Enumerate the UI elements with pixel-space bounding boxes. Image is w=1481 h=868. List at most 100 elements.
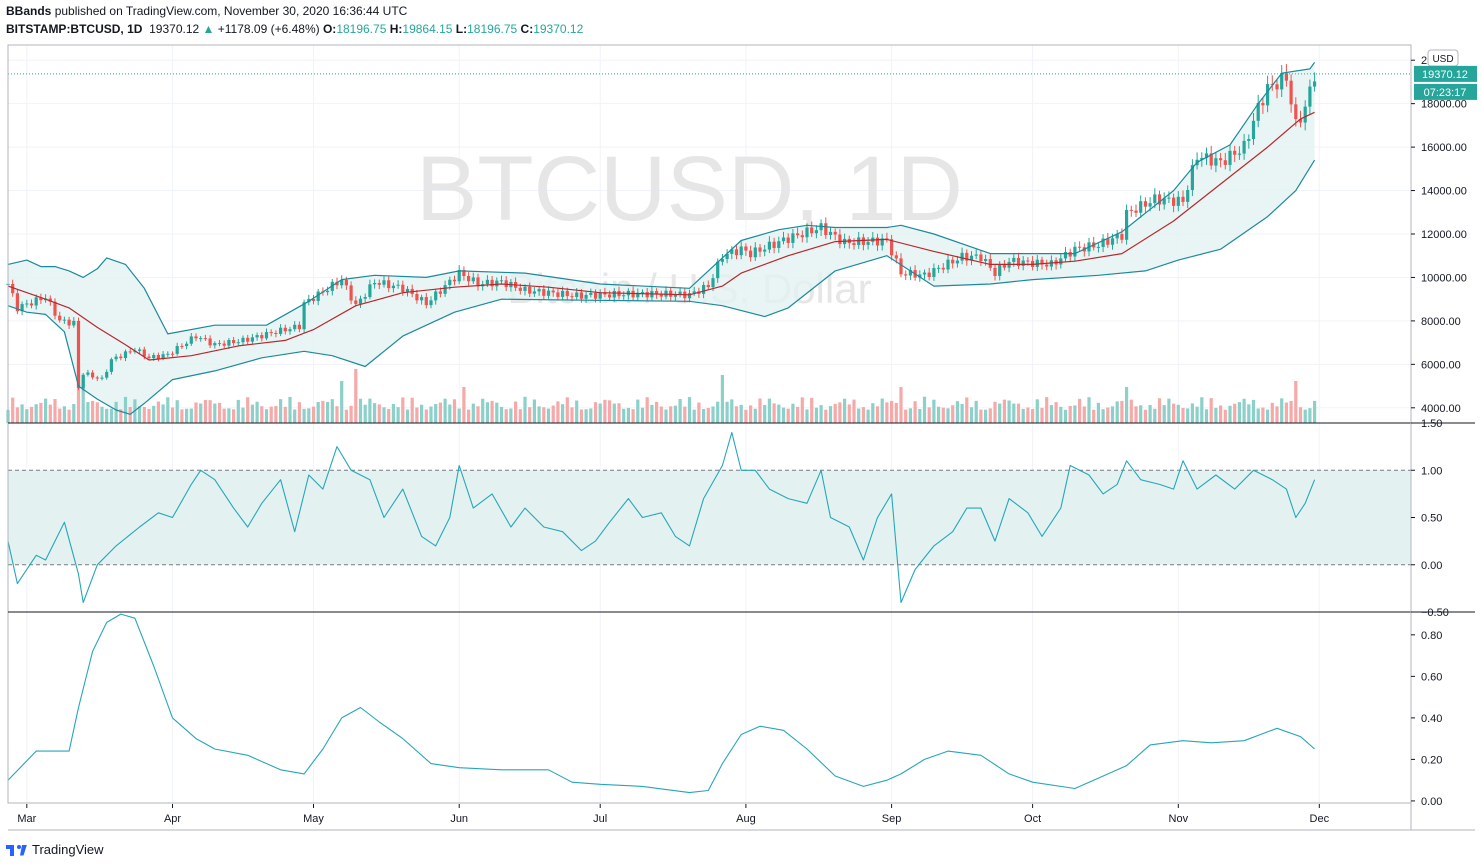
candle-body xyxy=(382,280,386,285)
volume-bar xyxy=(786,408,790,423)
low-value: 18196.75 xyxy=(467,22,518,36)
up-arrow-icon: ▲ xyxy=(202,22,215,36)
volume-bar xyxy=(86,402,90,423)
candle-body xyxy=(678,291,682,295)
open-label: O: xyxy=(322,22,337,36)
candle-body xyxy=(485,279,489,285)
volume-bar xyxy=(617,403,621,423)
volume-bar xyxy=(1176,404,1180,423)
volume-bar xyxy=(683,406,687,423)
volume-bar xyxy=(640,407,645,423)
volume-bar xyxy=(551,405,555,423)
volume-bar xyxy=(232,409,236,423)
candle-body xyxy=(443,285,447,294)
volume-bar xyxy=(899,387,903,423)
candle-body xyxy=(462,270,466,277)
candle-body xyxy=(899,258,903,275)
candle-body xyxy=(471,277,475,282)
volume-bar xyxy=(1031,409,1035,423)
volume-bar xyxy=(988,408,992,423)
candle-body xyxy=(114,356,118,360)
candle-body xyxy=(1153,194,1157,204)
candle-body xyxy=(166,353,170,355)
volume-bar xyxy=(1087,397,1091,423)
candle-body xyxy=(730,249,734,254)
candle-body xyxy=(1045,264,1049,267)
volume-bar xyxy=(598,403,602,423)
volume-bar xyxy=(800,397,804,423)
volume-bar xyxy=(791,403,795,423)
volume-bar xyxy=(763,404,767,423)
volume-bar xyxy=(1247,404,1251,423)
candle-body xyxy=(123,351,128,359)
volume-bar xyxy=(44,398,48,423)
candle-body xyxy=(579,292,583,299)
candle-body xyxy=(396,284,400,286)
candle-body xyxy=(311,298,316,301)
volume-bar xyxy=(546,408,551,423)
volume-bar xyxy=(1228,405,1232,423)
volume-bar xyxy=(626,407,630,423)
volume-bar xyxy=(105,408,109,423)
candle-body xyxy=(109,359,113,372)
candle-body xyxy=(796,233,800,236)
volume-bar xyxy=(716,401,720,423)
candle-body xyxy=(532,291,536,294)
bandwidth-axis-label: 0.80 xyxy=(1421,630,1442,642)
brand-name[interactable]: TradingView xyxy=(32,842,104,857)
volume-bar xyxy=(523,396,527,423)
candle-body xyxy=(1016,257,1021,266)
percent-b-band-fill xyxy=(8,470,1411,565)
volume-bar xyxy=(866,409,870,423)
volume-bar xyxy=(217,402,222,423)
high-label: H: xyxy=(389,22,403,36)
candle-body xyxy=(1275,84,1279,90)
volume-bar xyxy=(1012,403,1016,423)
candle-body xyxy=(504,280,508,288)
candle-body xyxy=(1247,139,1251,141)
candle-body xyxy=(255,335,259,338)
candle-body xyxy=(67,319,71,326)
volume-bar xyxy=(1035,399,1039,423)
volume-bar xyxy=(213,403,217,423)
volume-bar xyxy=(908,408,912,423)
volume-bar xyxy=(781,407,786,423)
candle-body xyxy=(448,279,452,286)
volume-bar xyxy=(199,403,203,423)
footer-branding: TradingView xyxy=(6,842,104,857)
author-name[interactable]: BBands xyxy=(6,4,52,18)
candle-body xyxy=(335,281,339,286)
volume-bar xyxy=(1110,406,1115,423)
volume-bar xyxy=(222,408,226,423)
volume-bar xyxy=(15,407,19,423)
candle-body xyxy=(1125,209,1129,240)
volume-bar xyxy=(1016,403,1021,423)
volume-bar xyxy=(1045,397,1049,423)
candle-body xyxy=(1181,196,1185,202)
candle-body xyxy=(857,237,861,246)
volume-bar xyxy=(321,400,325,423)
candle-body xyxy=(86,372,90,375)
candle-body xyxy=(128,351,132,353)
volume-bar xyxy=(1294,381,1298,423)
volume-bar xyxy=(561,404,565,423)
candle-body xyxy=(979,254,983,262)
price-axis-label: 14000.00 xyxy=(1421,186,1467,198)
candle-body xyxy=(387,280,391,289)
volume-bar xyxy=(29,406,34,423)
volume-bar xyxy=(744,409,748,423)
candle-body xyxy=(918,274,922,278)
volume-bar xyxy=(180,409,184,423)
candle-body xyxy=(142,349,146,357)
volume-bar xyxy=(255,401,259,423)
candle-body xyxy=(655,291,659,295)
volume-bar xyxy=(1190,403,1194,423)
candle-body xyxy=(452,279,457,282)
volume-bar xyxy=(434,404,438,423)
candle-body xyxy=(91,372,95,378)
candle-body xyxy=(1294,104,1298,120)
bandwidth-axis-label: 0.20 xyxy=(1421,754,1442,766)
volume-bar xyxy=(960,404,964,423)
candle-body xyxy=(702,284,706,294)
